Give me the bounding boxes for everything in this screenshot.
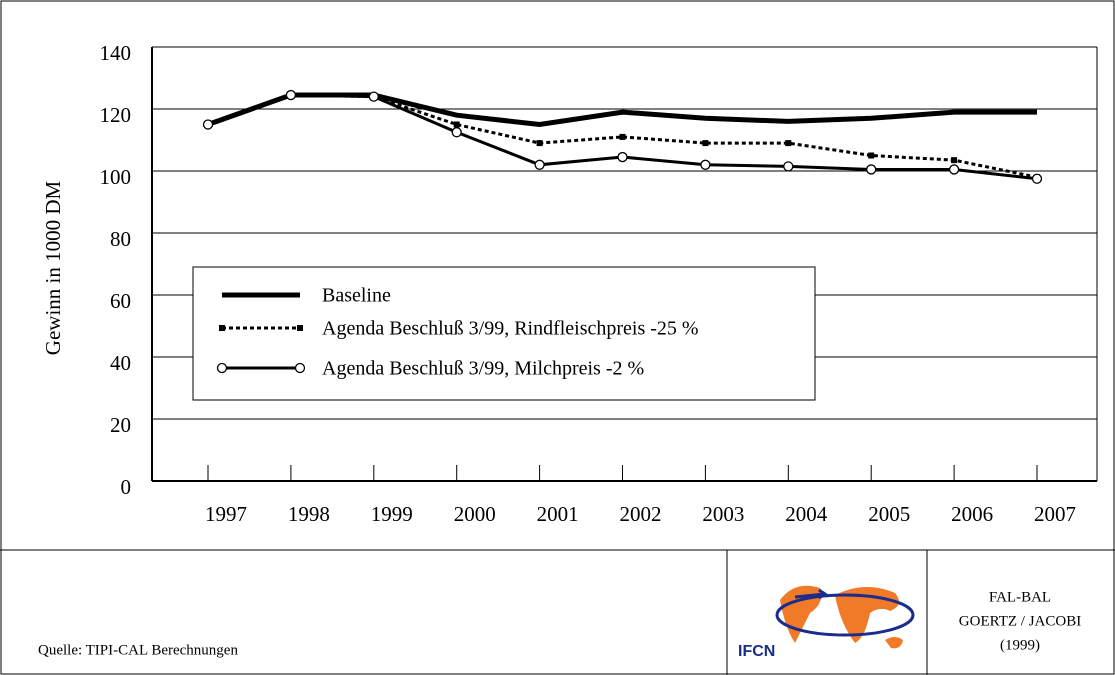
line xyxy=(207,92,1037,128)
marker xyxy=(866,164,877,175)
y-tick-label: 20 xyxy=(110,413,131,437)
marker xyxy=(216,362,228,374)
y-tick-label: 100 xyxy=(100,165,132,189)
logo-text: IFCN xyxy=(738,643,775,660)
credit: GOERTZ / JACOBI xyxy=(959,613,1081,629)
marker xyxy=(868,152,875,159)
x-tick-label: 2005 xyxy=(868,502,910,526)
x-tick-label: 1999 xyxy=(371,502,413,526)
marker xyxy=(783,161,794,172)
y-tick-label: 140 xyxy=(100,41,132,65)
marker xyxy=(619,133,626,140)
marker xyxy=(785,140,792,147)
marker xyxy=(951,157,958,164)
marker xyxy=(453,121,460,128)
legend-label: Baseline xyxy=(322,285,391,307)
marker xyxy=(297,325,303,331)
y-axis-label: Gewinn in 1000 DM xyxy=(41,180,65,355)
logo: IFCN xyxy=(738,585,915,660)
x-tick-label: 2002 xyxy=(620,502,662,526)
x-tick-label: 2007 xyxy=(1034,502,1076,526)
credit: FAL-BAL xyxy=(989,589,1051,605)
legend: Baseline Agenda Beschluß 3/99, Rindfleisc… xyxy=(192,266,816,401)
x-tick-label: 2000 xyxy=(454,502,496,526)
marker xyxy=(202,119,214,130)
x-tick-label: 1998 xyxy=(288,502,330,526)
y-tick-label: 80 xyxy=(110,227,131,251)
marker xyxy=(219,325,225,331)
marker xyxy=(368,91,379,102)
marker xyxy=(536,140,543,147)
y-tick-label: 120 xyxy=(100,103,132,127)
x-tick-label: 2004 xyxy=(785,502,828,526)
x-tick-label: 2006 xyxy=(951,502,993,526)
marker xyxy=(534,159,545,170)
legend-label: Agenda Beschluß 3/99, Milchpreis -2 % xyxy=(322,358,644,380)
marker xyxy=(702,140,709,147)
marker xyxy=(294,362,306,374)
x-tick-label: 1997 xyxy=(205,502,247,526)
marker xyxy=(1031,173,1043,184)
marker xyxy=(948,164,960,175)
legend-box xyxy=(192,266,816,401)
credit: (1999) xyxy=(1000,637,1040,653)
x-tick-label: 2003 xyxy=(702,502,744,526)
marker xyxy=(451,127,462,138)
marker xyxy=(700,159,711,170)
y-tick-label: 40 xyxy=(110,351,131,375)
y-tick-label: 60 xyxy=(110,289,131,313)
y-tick-label: 0 xyxy=(121,475,132,499)
marker xyxy=(617,151,628,163)
x-tick-label: 2001 xyxy=(537,502,579,526)
legend-label: Agenda Beschluß 3/99, Rindfleischpreis -… xyxy=(322,318,699,340)
marker xyxy=(285,89,297,101)
source: Quelle: TIPI-CAL Berechnungen xyxy=(38,642,238,658)
